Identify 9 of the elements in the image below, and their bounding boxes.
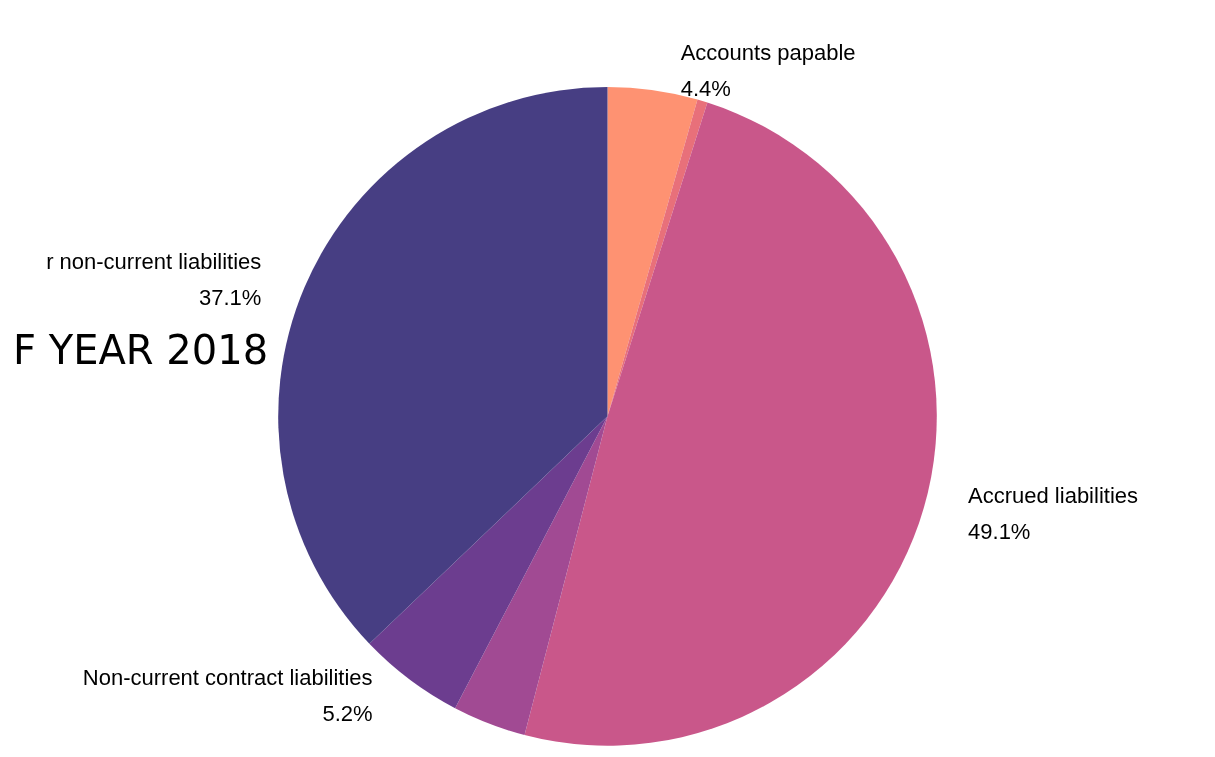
data-label: 49.1%: [968, 518, 1031, 544]
data-label: 5.2%: [322, 701, 373, 727]
text: F YEAR 2018: [13, 327, 269, 373]
data-label: 4.4%: [680, 75, 731, 101]
data-label: 37.1%: [198, 284, 262, 310]
slice-label: Accrued liabilities: [968, 482, 1139, 508]
slice-label: Accounts papable: [680, 39, 856, 65]
slice-label: Non-current contract liabilities: [82, 665, 373, 691]
slice-label: r non-current liabilities: [46, 248, 262, 274]
